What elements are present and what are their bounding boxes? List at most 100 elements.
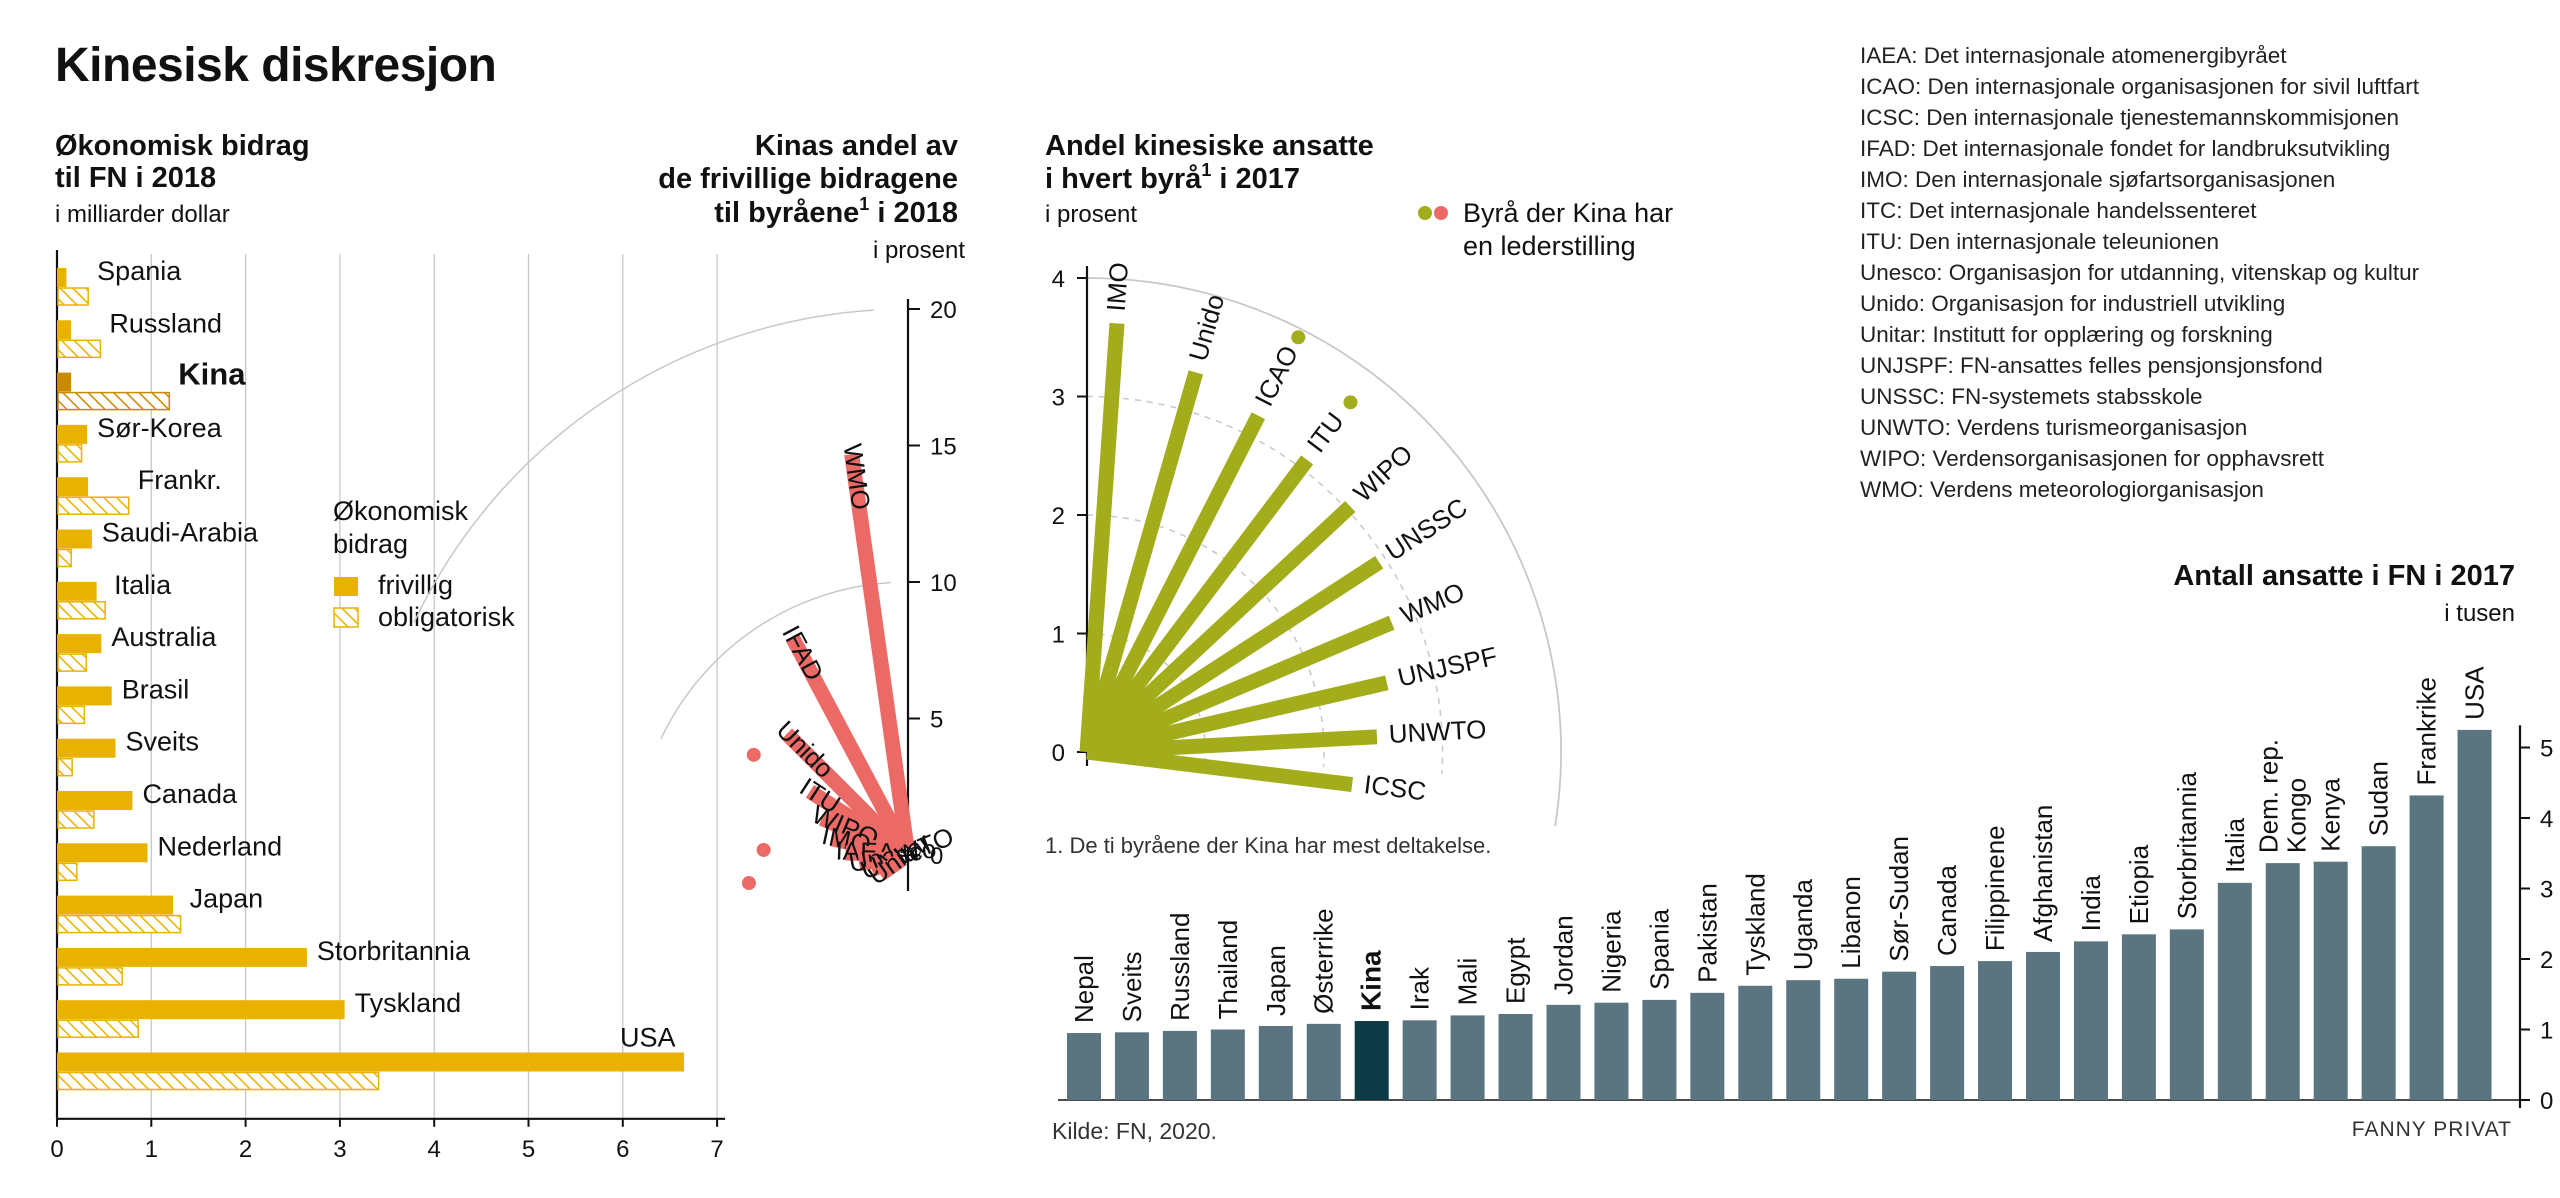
category-label: Sør-Sudan <box>1884 836 1914 962</box>
bar-frivillig <box>57 581 97 601</box>
category-label: Nigeria <box>1596 910 1626 993</box>
bar <box>1882 971 1917 1100</box>
leadership-marker <box>1343 395 1358 410</box>
share-title: de frivillige bidragene <box>658 163 958 195</box>
bar-frivillig <box>57 268 67 287</box>
glossary-item: UNSSC: FN-systemets stabsskole <box>1860 384 2203 409</box>
bar-obligatorisk <box>57 391 171 411</box>
category-label: Russland <box>1165 913 1195 1021</box>
bar <box>2073 941 2108 1100</box>
category-label: Uganda <box>1788 879 1818 971</box>
legend-marker-olive <box>1418 206 1432 220</box>
bar-frivillig <box>57 320 72 340</box>
category-label: Thailand <box>1213 920 1243 1020</box>
category-label: Spania <box>97 256 182 286</box>
bar-frivillig <box>57 424 88 444</box>
radial-bar <box>1079 370 1204 755</box>
leadership-marker <box>746 747 761 762</box>
bar-frivillig <box>57 1052 685 1072</box>
legend-label: obligatorisk <box>378 602 515 632</box>
radial-bar <box>1081 455 1314 757</box>
r-tick-label: 20 <box>930 297 957 324</box>
y-tick-label: 5 <box>2540 736 2553 763</box>
bar <box>1210 1029 1245 1100</box>
bar <box>2217 882 2252 1100</box>
glossary-item: ITU: Den internasjonale teleunionen <box>1860 229 2219 254</box>
bar <box>2361 846 2396 1100</box>
category-label: Kongo <box>2282 778 2312 853</box>
category-label: Etiopia <box>2124 844 2154 924</box>
bar-frivillig <box>57 477 89 497</box>
agency-label: UNWTO <box>1388 714 1487 749</box>
glossary-item: WMO: Verdens meteorologiorganisasjon <box>1860 477 2264 502</box>
r-tick-label: 15 <box>930 434 957 461</box>
legend-marker-red <box>1434 206 1448 220</box>
category-label: Japan <box>190 884 264 914</box>
agency-label: WIPO <box>1347 438 1418 507</box>
bar <box>1690 992 1725 1100</box>
bar <box>1834 978 1869 1100</box>
category-label: Saudi-Arabia <box>102 518 259 548</box>
glossary-item: UNJSPF: FN-ansattes felles pensjonsjonsf… <box>1860 353 2323 378</box>
legend-swatch-obligatorisk <box>333 607 359 628</box>
bar <box>1162 1030 1197 1100</box>
category-label: Tyskland <box>355 988 462 1018</box>
glossary-item: IAEA: Det internasjonale atomenergibyråe… <box>1860 43 2287 68</box>
bar-frivillig <box>57 686 112 706</box>
radial-bar <box>1084 615 1395 759</box>
bar-obligatorisk <box>57 548 72 568</box>
page-title: Kinesisk diskresjon <box>55 39 497 92</box>
radial-bar <box>1081 500 1356 758</box>
category-label: Dem. rep. <box>2254 739 2284 853</box>
bar-obligatorisk <box>57 496 130 515</box>
share-title: Kinas andel av <box>755 130 958 162</box>
legend-title: Økonomisk <box>333 496 469 526</box>
bar-obligatorisk <box>57 444 83 463</box>
glossary-item: IFAD: Det internasjonale fondet for land… <box>1860 136 2391 161</box>
radial-bar <box>1079 322 1125 753</box>
category-label: Italia <box>114 570 172 600</box>
glossary-item: ITC: Det internasjonale handelssenteret <box>1860 198 2257 223</box>
category-label: Russland <box>109 308 222 338</box>
bar <box>1498 1013 1533 1100</box>
credit: FANNY PRIVAT <box>2351 1118 2512 1141</box>
bar <box>1258 1025 1293 1100</box>
category-label: Kenya <box>2316 777 2346 851</box>
category-label: USA <box>2460 666 2490 720</box>
contrib-title: Økonomisk bidrag <box>55 130 310 162</box>
x-tick-label: 1 <box>145 1136 158 1163</box>
radial-bar <box>1085 675 1389 760</box>
category-label: Japan <box>1261 945 1291 1016</box>
bar-obligatorisk <box>57 339 102 359</box>
radial-bar <box>785 633 911 852</box>
bar-obligatorisk <box>57 914 182 934</box>
legend-title: bidrag <box>333 529 408 559</box>
category-label: India <box>2076 874 2106 931</box>
r-tick-label: 5 <box>930 707 943 734</box>
bar-frivillig <box>57 895 173 915</box>
category-label: Italia <box>2220 817 2250 872</box>
bar <box>2457 729 2492 1100</box>
category-label: Østerrike <box>1309 908 1339 1013</box>
agency-label: Unido <box>1183 291 1231 365</box>
bar <box>1546 1004 1581 1100</box>
bar <box>2265 863 2300 1100</box>
category-label: Mali <box>1453 958 1483 1006</box>
source-note: Kilde: FN, 2020. <box>1052 1118 1217 1144</box>
category-label: USA <box>620 1023 676 1053</box>
category-label: Egypt <box>1501 937 1531 1004</box>
y-tick-label: 2 <box>2540 947 2553 974</box>
bar-obligatorisk <box>57 1019 139 1038</box>
x-tick-label: 5 <box>522 1136 535 1163</box>
r-tick-label: 2 <box>1052 503 1065 530</box>
category-label: Frankr. <box>138 465 222 495</box>
glossary-item: ICAO: Den internasjonale organisasjonen … <box>1860 74 2420 99</box>
category-label: Kina <box>1356 950 1387 1011</box>
category-label: Frankrike <box>2412 677 2442 785</box>
x-tick-label: 4 <box>428 1136 441 1163</box>
r-tick-label: 0 <box>1052 740 1065 767</box>
x-tick-label: 6 <box>616 1136 629 1163</box>
category-label: Sør-Korea <box>97 413 223 443</box>
